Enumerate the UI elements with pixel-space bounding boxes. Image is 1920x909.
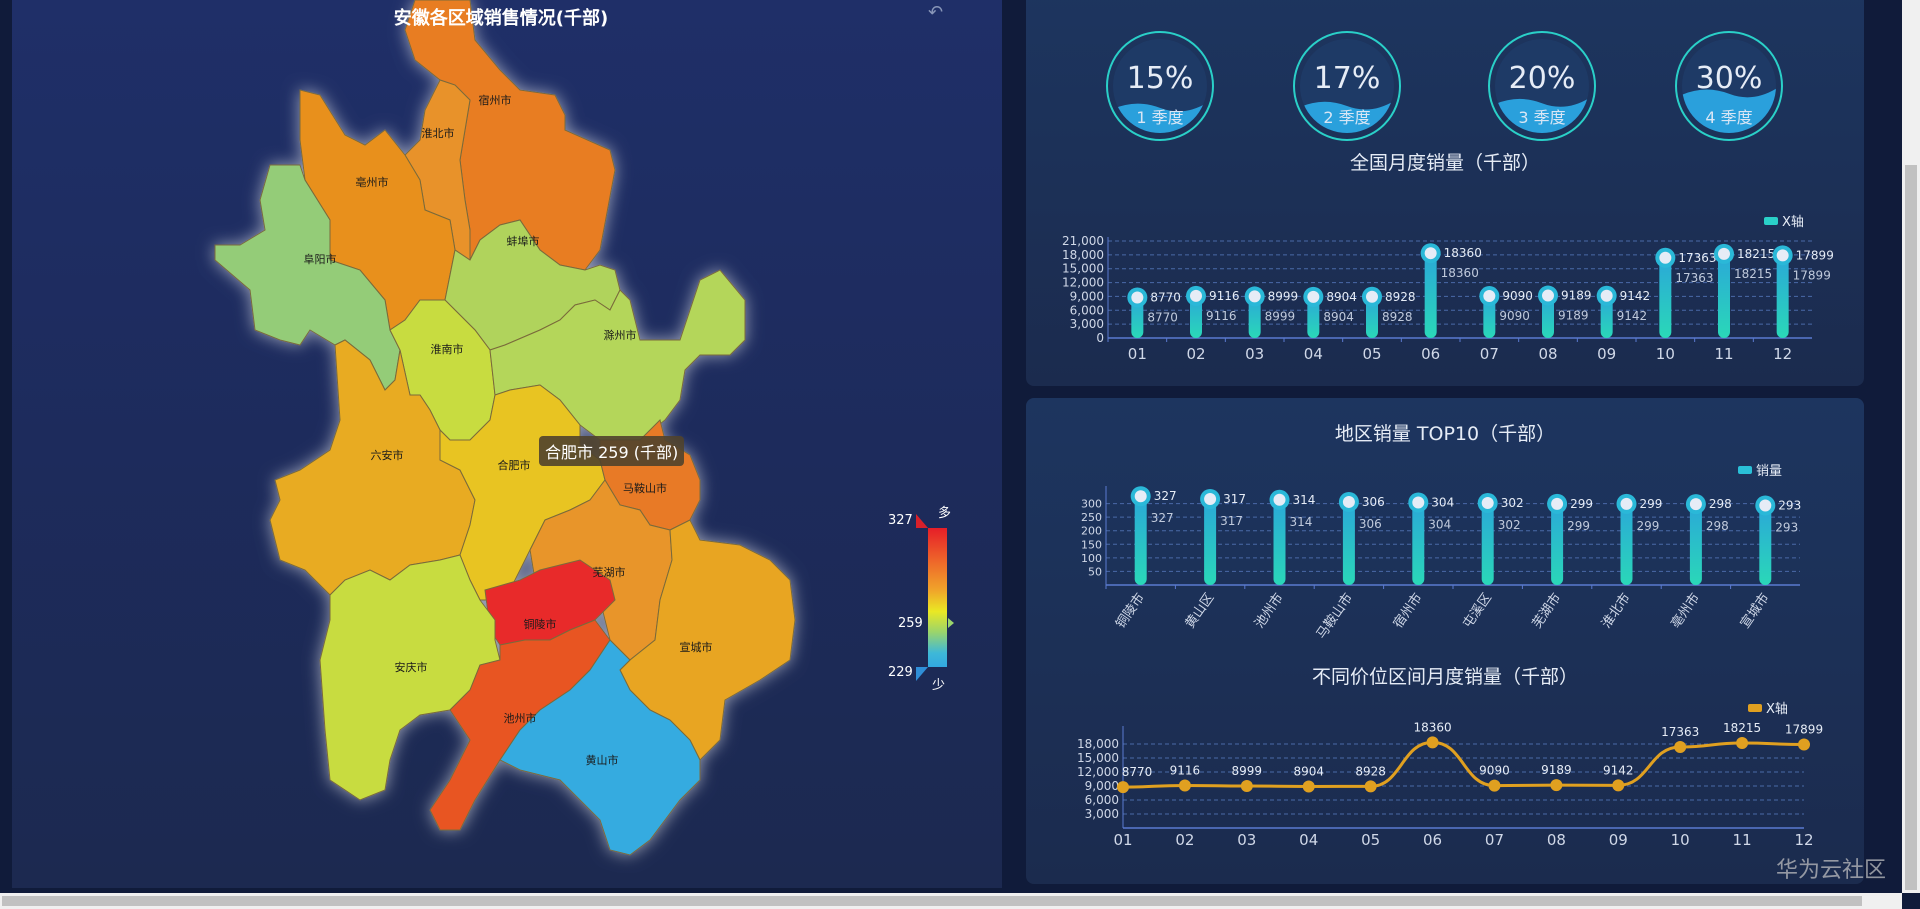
map-region-label: 芜湖市: [593, 565, 626, 579]
legend-swatch: [1764, 216, 1778, 225]
gauge-wave: [1300, 101, 1394, 133]
visual-map-handles[interactable]: [916, 514, 956, 684]
legend-swatch: [1738, 465, 1752, 474]
gauge-ring: [1293, 31, 1401, 141]
watermark: 华为云社区: [1776, 858, 1887, 883]
visual-map-low-label: 少: [932, 678, 946, 693]
legend-swatch: [1748, 703, 1762, 712]
top10-chart-legend[interactable]: 销量: [1738, 460, 1782, 479]
legend-label: 销量: [1756, 464, 1783, 479]
visual-map-min-value: 229: [888, 665, 913, 680]
map-region[interactable]: [499, 639, 701, 856]
map-region-label: 亳州市: [356, 175, 389, 189]
map-region-label: 淮南市: [431, 342, 464, 356]
top10-panel: [1026, 398, 1864, 884]
map-region-label: 滁州市: [604, 328, 637, 342]
horizontal-scroll-thumb[interactable]: [2, 896, 1862, 906]
monthly-chart-legend[interactable]: X轴: [1764, 211, 1804, 230]
map-tooltip: 合肥市 259 (千部): [539, 436, 685, 466]
price-chart-title: 不同价位区间月度销量（千部）: [1311, 666, 1578, 688]
monthly-chart-title: 全国月度销量（千部）: [1349, 152, 1540, 174]
top10-chart-title: 地区销量 TOP10（千部）: [1334, 423, 1556, 445]
gauge-percent: 20%: [1508, 61, 1576, 96]
gauge-ring: [1106, 31, 1214, 141]
gauge-percent: 15%: [1126, 61, 1194, 96]
gauge-label: 1 季度: [1136, 108, 1184, 127]
restore-icon[interactable]: ↶: [928, 2, 944, 23]
gauge-percent: 30%: [1695, 61, 1763, 96]
vertical-scroll-thumb[interactable]: [1905, 165, 1917, 890]
map-region-label: 蚌埠市: [507, 234, 540, 248]
gauge-percent: 17%: [1313, 61, 1381, 96]
map-region-label: 六安市: [371, 448, 404, 462]
gauge-ring: [1488, 31, 1596, 141]
map-region-label: 黄山市: [586, 753, 619, 767]
quarter-gauges: [1106, 31, 1783, 141]
map-region-label: 池州市: [504, 711, 537, 725]
visual-map-current-value: 259: [898, 616, 923, 631]
visual-map-max-handle[interactable]: [916, 514, 928, 528]
visual-map-min-handle[interactable]: [916, 667, 928, 681]
gauge-label: 4 季度: [1705, 108, 1753, 127]
gauge-ring: [1675, 31, 1783, 141]
visual-map-gradient[interactable]: [928, 528, 947, 667]
map-region-label: 安庆市: [395, 660, 428, 674]
gauge-wave: [1113, 102, 1207, 133]
map-region-label: 铜陵市: [524, 617, 557, 631]
visual-map-high-label: 多: [938, 506, 952, 521]
gauge-wave: [1495, 98, 1589, 133]
visual-map-max-value: 327: [888, 513, 913, 528]
legend-label: X轴: [1766, 702, 1788, 717]
map-title: 安徽各区域销售情况(千部): [393, 8, 609, 29]
gauge-label: 2 季度: [1323, 108, 1371, 127]
map-region[interactable]: [429, 619, 611, 831]
visual-map-current-marker: [948, 618, 954, 628]
map-region-label: 合肥市: [498, 458, 531, 472]
price-chart-legend[interactable]: X轴: [1748, 698, 1788, 717]
map-region-label: 淮北市: [422, 126, 455, 140]
map-region-label: 马鞍山市: [623, 481, 667, 495]
map-region-label: 宣城市: [680, 640, 713, 654]
map-region-label: 宿州市: [479, 93, 512, 107]
map-region[interactable]: [619, 519, 796, 761]
legend-label: X轴: [1782, 215, 1804, 230]
gauge-label: 3 季度: [1518, 108, 1566, 127]
map-region-label: 阜阳市: [304, 252, 337, 266]
gauge-wave: [1682, 88, 1776, 133]
